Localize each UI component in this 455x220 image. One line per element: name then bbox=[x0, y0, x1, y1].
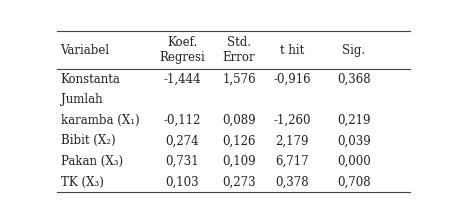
Text: 0,378: 0,378 bbox=[275, 176, 308, 189]
Text: t hit: t hit bbox=[279, 44, 303, 57]
Text: 6,717: 6,717 bbox=[275, 155, 308, 168]
Text: 0,368: 0,368 bbox=[336, 73, 370, 86]
Text: TK (X₃): TK (X₃) bbox=[61, 176, 103, 189]
Text: 0,000: 0,000 bbox=[336, 155, 370, 168]
Text: -1,444: -1,444 bbox=[163, 73, 201, 86]
Text: -0,112: -0,112 bbox=[163, 114, 201, 127]
Text: Std.
Error: Std. Error bbox=[222, 36, 255, 64]
Text: -1,260: -1,260 bbox=[273, 114, 310, 127]
Text: Pakan (X₃): Pakan (X₃) bbox=[61, 155, 122, 168]
Text: Koef.
Regresi: Koef. Regresi bbox=[159, 36, 205, 64]
Text: 0,103: 0,103 bbox=[165, 176, 199, 189]
Text: Bibit (X₂): Bibit (X₂) bbox=[61, 134, 115, 147]
Text: 0,109: 0,109 bbox=[222, 155, 255, 168]
Text: 0,273: 0,273 bbox=[222, 176, 255, 189]
Text: Konstanta: Konstanta bbox=[61, 73, 120, 86]
Text: 0,731: 0,731 bbox=[165, 155, 199, 168]
Text: 0,039: 0,039 bbox=[336, 134, 370, 147]
Text: 2,179: 2,179 bbox=[275, 134, 308, 147]
Text: karamba (X₁): karamba (X₁) bbox=[61, 114, 139, 127]
Text: -0,916: -0,916 bbox=[273, 73, 310, 86]
Text: Variabel: Variabel bbox=[61, 44, 109, 57]
Text: 0,219: 0,219 bbox=[336, 114, 370, 127]
Text: 0,274: 0,274 bbox=[165, 134, 199, 147]
Text: 1,576: 1,576 bbox=[222, 73, 255, 86]
Text: Sig.: Sig. bbox=[342, 44, 364, 57]
Text: Jumlah: Jumlah bbox=[61, 93, 102, 106]
Text: 0,126: 0,126 bbox=[222, 134, 255, 147]
Text: 0,089: 0,089 bbox=[222, 114, 255, 127]
Text: 0,708: 0,708 bbox=[336, 176, 370, 189]
